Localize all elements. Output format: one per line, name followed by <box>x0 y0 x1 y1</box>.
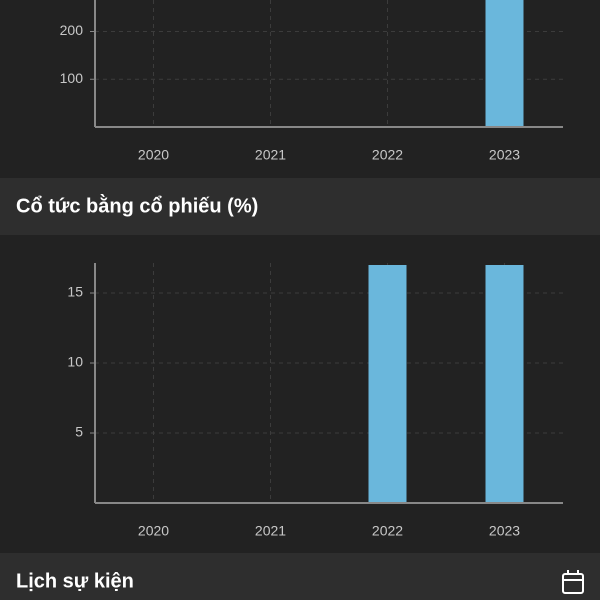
section-title[interactable]: Lịch sự kiện <box>16 570 134 592</box>
x-tick-label: 2020 <box>138 523 169 539</box>
x-tick-label: 2022 <box>372 523 403 539</box>
x-tick-label: 2020 <box>138 147 169 163</box>
calendar-body <box>562 573 584 594</box>
chart: 5 10 15 2020 2021 2022 2023 <box>67 263 563 539</box>
chart: 100 200 2020 2021 2022 2023 <box>60 0 563 163</box>
section-title: Cổ tức bằng cổ phiếu (%) <box>16 193 258 217</box>
x-tick-label: 2022 <box>372 147 403 163</box>
calendar-icon[interactable] <box>562 570 584 594</box>
x-tick-label: 2021 <box>255 147 286 163</box>
x-tick-label: 2021 <box>255 523 286 539</box>
section-header <box>0 178 600 235</box>
bar <box>368 265 407 503</box>
y-tick-label: 100 <box>60 70 84 86</box>
y-tick-label: 15 <box>67 284 83 300</box>
bar <box>485 0 524 127</box>
x-tick-label: 2023 <box>489 147 520 163</box>
bar <box>485 265 524 503</box>
x-tick-label: 2023 <box>489 523 520 539</box>
y-tick-label: 5 <box>75 424 83 440</box>
y-tick-label: 10 <box>67 354 83 370</box>
section-header <box>0 553 600 600</box>
y-tick-label: 200 <box>60 22 84 38</box>
